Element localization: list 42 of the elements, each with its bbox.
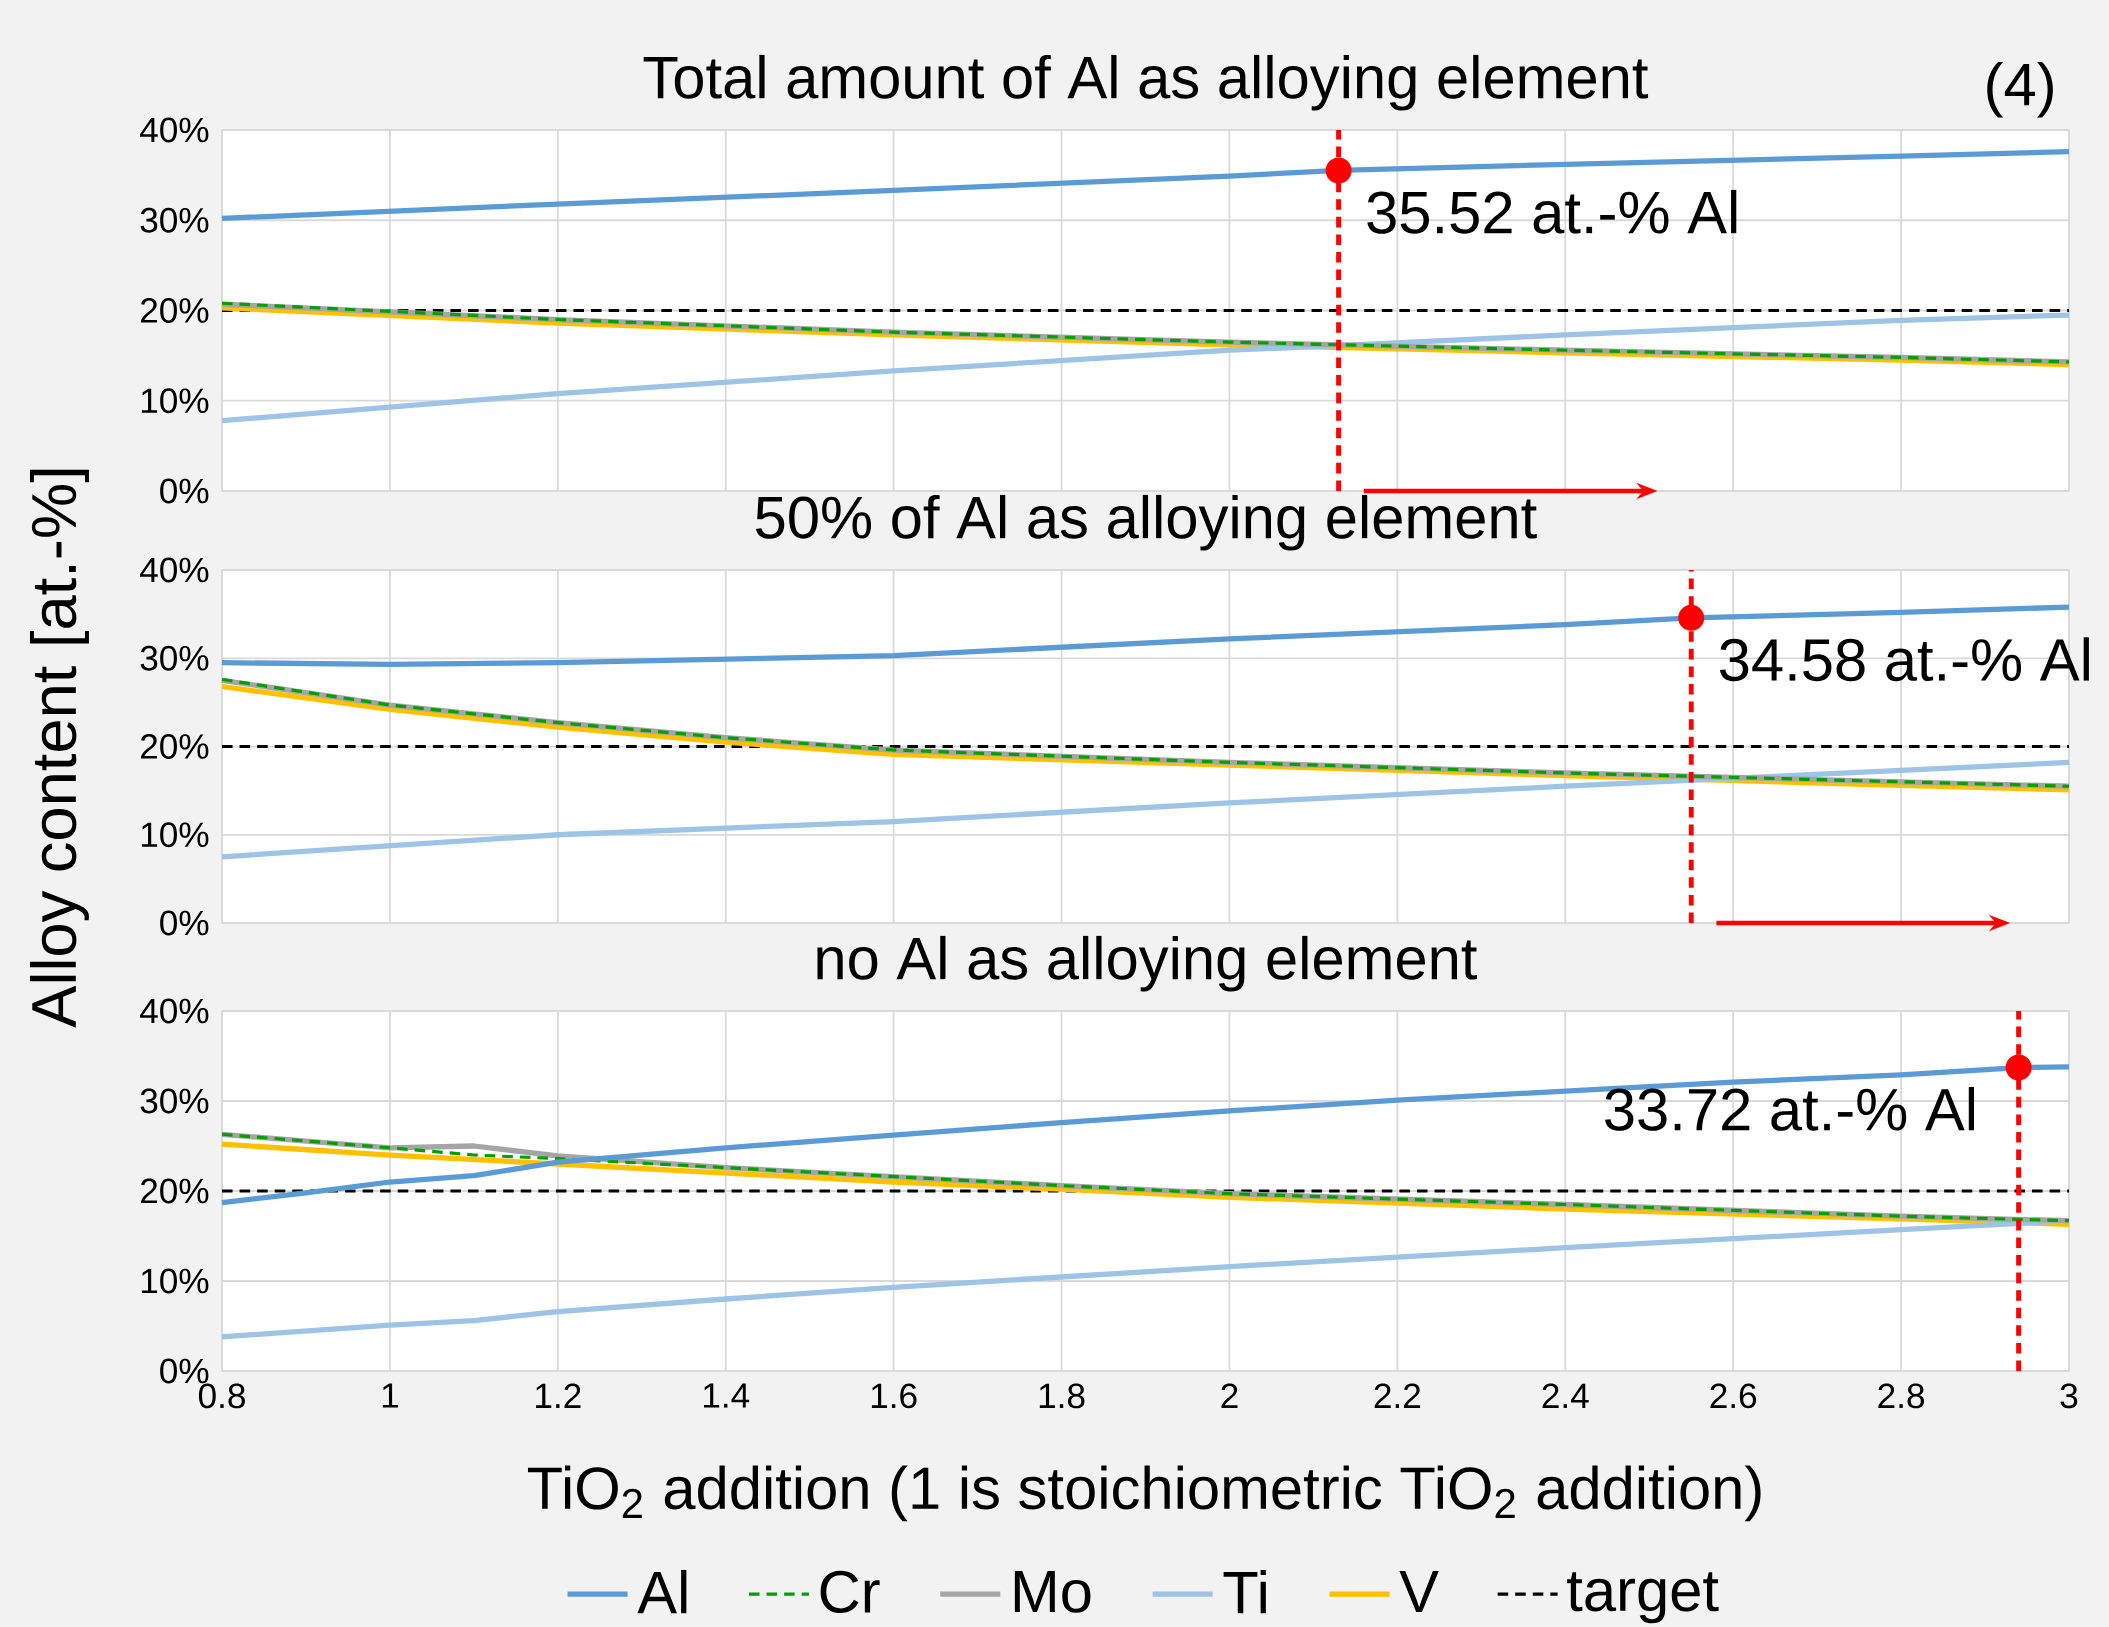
y-tick-label: 40% <box>140 117 209 143</box>
legend-label: target <box>1567 1572 1719 1624</box>
x-tick-label: 1.2 <box>536 1383 581 1408</box>
legend-label: Mo <box>1014 1571 1091 1613</box>
legend-label: Cr <box>820 1570 880 1614</box>
x-tick-label: 0.8 <box>198 1383 245 1409</box>
x-tick-label: 2.8 <box>1878 1383 1924 1409</box>
y-tick-label: 0% <box>160 478 209 504</box>
x-tick-label: 2 <box>1221 1383 1238 1408</box>
y-tick-label: 10% <box>141 1268 209 1294</box>
legend-label: V <box>1399 1571 1439 1613</box>
y-tick-label: 30% <box>140 1088 209 1114</box>
y-tick-label: 20% <box>141 1178 209 1204</box>
y-tick-label: 10% <box>141 388 209 414</box>
y-tick-label: 40% <box>140 557 209 583</box>
legend-label: Al <box>637 1569 687 1614</box>
x-tick-label: 1.8 <box>1039 1383 1085 1409</box>
x-tick-label: 1 <box>382 1383 398 1408</box>
x-tick-label: 1.6 <box>871 1383 917 1409</box>
chart-title: Total amount of Al as alloying element <box>643 54 1649 111</box>
legend-label: Ti <box>1223 1569 1266 1614</box>
x-tick-label: 2.4 <box>1542 1383 1589 1408</box>
y-tick-label: 30% <box>140 207 209 233</box>
y-tick-label: 30% <box>140 645 209 671</box>
y-axis-title: Alloy content [at.-%] <box>29 469 89 1028</box>
y-tick-label: 10% <box>141 822 209 848</box>
annotation: 35.52 at.-% Al <box>1367 189 1737 234</box>
chart-title: no Al as alloying element <box>817 935 1478 992</box>
x-tick-label: 2.6 <box>1710 1383 1757 1409</box>
y-tick-label: 0% <box>160 910 209 936</box>
x-axis-title: TiO$_{2}$ addition (1 is stoichiometric TiO$_{2}$ addition) <box>527 1465 1761 1522</box>
y-tick-label: 40% <box>140 998 209 1024</box>
x-tick-label: 3 <box>2060 1383 2078 1409</box>
y-tick-label: 0% <box>160 1358 209 1384</box>
annotation: 33.72 at.-% Al <box>1605 1086 1975 1131</box>
x-tick-label: 2.2 <box>1374 1383 1421 1408</box>
y-tick-label: 20% <box>141 734 209 759</box>
annotation: 34.58 at.-% Al <box>1719 637 2089 682</box>
chart-title: 50% of Al as alloying element <box>755 494 1537 551</box>
x-tick-label: 1.4 <box>704 1383 750 1408</box>
text: (4) <box>1987 61 2053 118</box>
y-tick-label: 20% <box>141 298 209 323</box>
